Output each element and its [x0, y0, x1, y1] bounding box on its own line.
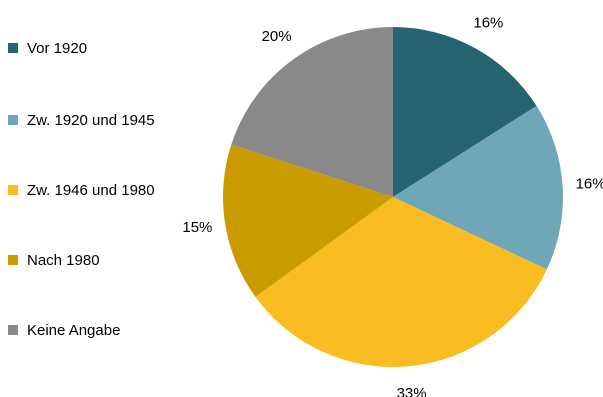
slice-value-label: 16%: [576, 176, 603, 193]
legend: Vor 1920 Zw. 1920 und 1945 Zw. 1946 und …: [0, 0, 200, 397]
slice-value-label: 20%: [262, 28, 292, 45]
pie-slice: [393, 27, 537, 197]
pie-slice: [393, 105, 564, 270]
legend-swatch: [8, 43, 18, 53]
legend-item-keine-angabe: Keine Angabe: [8, 320, 120, 340]
legend-swatch: [8, 255, 18, 265]
slice-value-label: 16%: [473, 14, 503, 31]
pie-slice: [231, 27, 393, 197]
legend-swatch: [8, 325, 18, 335]
legend-label: Keine Angabe: [27, 321, 121, 339]
legend-item-vor-1920: Vor 1920: [8, 38, 87, 58]
legend-label: Nach 1980: [27, 251, 100, 269]
slice-value-label: 33%: [397, 385, 427, 397]
pie-slice: [255, 197, 547, 367]
slice-value-label: 15%: [182, 219, 212, 236]
pie-slices: [223, 27, 564, 367]
legend-label: Zw. 1920 und 1945: [27, 111, 155, 129]
legend-swatch: [8, 185, 18, 195]
legend-item-nach-1980: Nach 1980: [8, 250, 100, 270]
pie-value-labels: 16% 16% 33% 15% 20%: [182, 14, 603, 397]
legend-item-zw-1920-und-1945: Zw. 1920 und 1945: [8, 110, 155, 130]
legend-label: Zw. 1946 und 1980: [27, 181, 155, 199]
legend-item-zw-1946-und-1980: Zw. 1946 und 1980: [8, 180, 155, 200]
pie-slice: [223, 144, 393, 297]
legend-swatch: [8, 115, 18, 125]
legend-label: Vor 1920: [27, 39, 88, 57]
